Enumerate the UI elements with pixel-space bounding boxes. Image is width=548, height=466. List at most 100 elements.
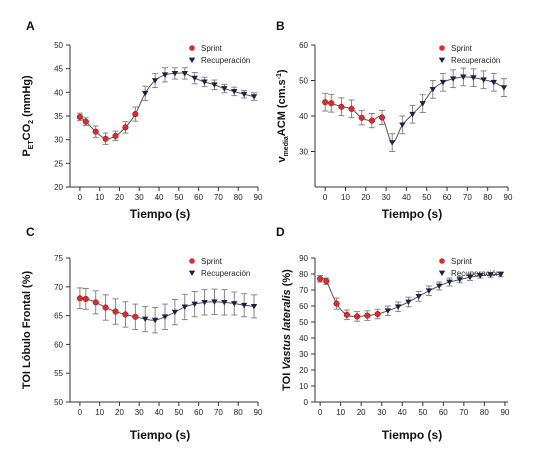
y-tick-label: 40 — [299, 112, 308, 121]
x-tick-label: 10 — [95, 408, 104, 417]
sprint-point — [76, 113, 83, 120]
recovery-point — [466, 274, 474, 281]
x-tick-label: 20 — [361, 193, 370, 202]
y-tick-label: 50 — [299, 77, 308, 86]
recovery-point — [409, 111, 416, 118]
recovery-point — [497, 271, 505, 278]
recovery-point — [415, 294, 422, 300]
x-tick-label: 40 — [398, 408, 407, 417]
recovery-point — [470, 75, 477, 81]
sprint-point — [348, 105, 355, 112]
sprint-point — [368, 117, 375, 124]
x-tick-label: 30 — [382, 193, 391, 202]
x-axis-label: Tiempo (s) — [382, 207, 442, 221]
y-tick-label: 60 — [299, 302, 308, 311]
x-tick-label: 50 — [422, 193, 431, 202]
y-tick-label: 80 — [299, 270, 308, 279]
y-tick-label: 60 — [299, 41, 308, 50]
recovery-point — [231, 301, 238, 307]
x-tick-label: 0 — [78, 408, 83, 417]
x-tick-label: 0 — [78, 193, 83, 202]
x-axis-label: Tiempo (s) — [130, 207, 190, 221]
recovery-point — [250, 303, 258, 310]
panel-letter: A — [26, 19, 35, 33]
recovery-point — [181, 71, 188, 77]
recovery-point — [384, 308, 392, 314]
y-tick-label: 30 — [299, 148, 308, 157]
y-tick-label: 75 — [54, 254, 63, 263]
sprint-point — [378, 114, 386, 121]
legend-recovery-label: Recuperación — [201, 269, 250, 278]
x-axis-label: Tiempo (s) — [382, 428, 442, 442]
sprint-point — [102, 304, 109, 311]
y-tick-label: 50 — [54, 398, 63, 407]
sprint-point — [92, 128, 99, 135]
x-tick-label: 80 — [234, 408, 243, 417]
recovery-point — [181, 304, 188, 310]
recovery-point — [240, 91, 248, 98]
x-tick-label: 70 — [214, 193, 223, 202]
y-tick-label: 40 — [54, 88, 63, 97]
recovery-point — [171, 71, 179, 77]
recovery-point — [490, 79, 497, 86]
recovery-point — [399, 122, 406, 128]
x-tick-label: 20 — [115, 408, 124, 417]
x-tick-label: 20 — [357, 408, 366, 417]
recovery-point — [211, 82, 218, 88]
legend-recovery-label: Recuperación — [451, 56, 500, 65]
y-tick-label: 40 — [299, 334, 308, 343]
y-tick-label: 10 — [299, 382, 308, 391]
legend-sprint-marker — [439, 258, 445, 264]
sprint-point — [112, 132, 119, 139]
recovery-point — [419, 101, 426, 107]
x-tick-label: 80 — [483, 193, 492, 202]
legend-sprint-label: Sprint — [201, 257, 223, 266]
recovery-point — [231, 88, 238, 95]
recovery-point — [250, 94, 258, 100]
legend-recovery-marker — [188, 270, 196, 277]
x-tick-label: 10 — [95, 193, 104, 202]
sprint-point — [122, 311, 129, 318]
y-axis-label: TOI Lóbulo Frontal (%) — [21, 270, 33, 389]
y-tick-label: 30 — [54, 136, 63, 145]
recovery-point — [394, 304, 402, 310]
y-tick-label: 70 — [299, 286, 308, 295]
sprint-point — [343, 311, 350, 318]
legend-sprint-marker — [189, 258, 195, 264]
y-tick-label: 50 — [54, 41, 63, 50]
y-tick-label: 20 — [54, 183, 63, 192]
recovery-point — [240, 302, 248, 309]
sprint-point — [76, 295, 83, 302]
sprint-point — [338, 103, 345, 110]
y-tick-label: 30 — [299, 350, 308, 359]
x-tick-label: 30 — [135, 408, 144, 417]
sprint-point — [112, 308, 119, 315]
x-tick-label: 80 — [234, 193, 243, 202]
recovery-point — [439, 79, 447, 86]
x-tick-label: 0 — [323, 193, 328, 202]
sprint-point — [333, 300, 340, 307]
y-tick-label: 60 — [54, 340, 63, 349]
panel-d: D 0 10 20 30 40 50 60 70 80 90 0 10 20 30 40 50 60 70 80 90 T… — [276, 225, 510, 442]
sprint-point — [92, 299, 99, 306]
sprint-point — [364, 312, 371, 319]
panel-letter: C — [26, 225, 35, 239]
recovery-point — [191, 75, 198, 82]
recovery-point — [161, 72, 169, 78]
recovery-point — [460, 74, 467, 80]
x-tick-label: 90 — [500, 408, 509, 417]
x-tick-label: 30 — [135, 193, 144, 202]
recovery-point — [500, 85, 508, 91]
sprint-point — [102, 135, 109, 142]
y-axis-label: TOI Vastus lateralis (%) — [281, 269, 293, 391]
trend-line — [79, 72, 255, 140]
panel-c: C 0 10 20 30 40 50 60 70 80 90 50 55 60 65 70 75 Tiempo (… — [21, 225, 263, 442]
x-tick-label: 20 — [115, 193, 124, 202]
recovery-point — [405, 299, 412, 306]
x-tick-label: 30 — [377, 408, 386, 417]
x-tick-label: 0 — [318, 408, 323, 417]
recovery-point — [211, 299, 218, 305]
